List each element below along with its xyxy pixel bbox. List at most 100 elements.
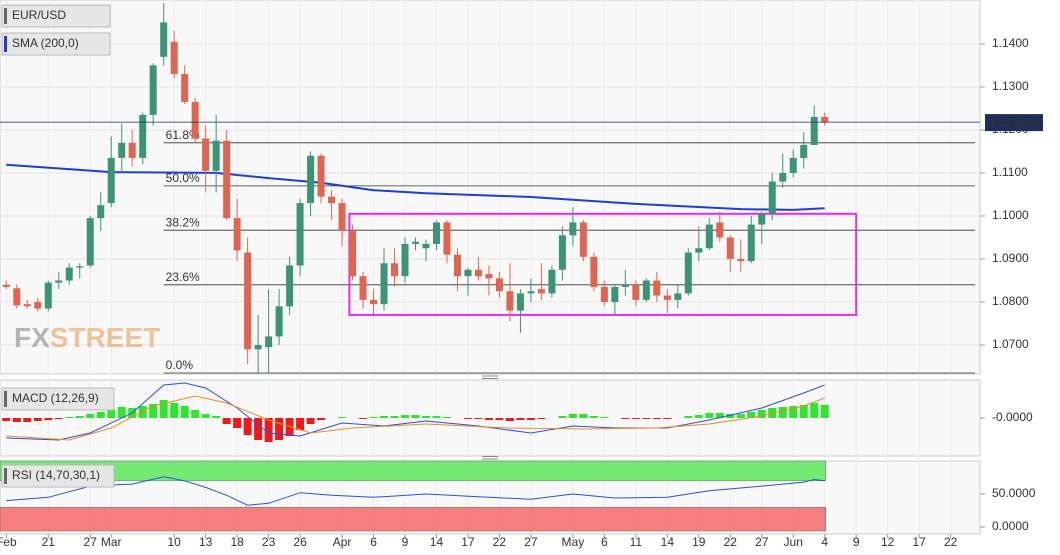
- candle-body: [370, 299, 378, 305]
- x-tick-label: 27: [524, 535, 538, 549]
- panel-label: RSI (14,70,30,1): [12, 468, 100, 482]
- macd-bar: [369, 417, 378, 418]
- x-tick-label: 12: [881, 535, 895, 549]
- panel-handle[interactable]: [482, 375, 498, 379]
- macd-bar: [484, 418, 493, 420]
- macd-bar: [411, 415, 420, 418]
- macd-bar: [820, 405, 829, 418]
- x-tick-label: Apr: [333, 535, 352, 549]
- macd-bar: [96, 412, 105, 418]
- macd-bar: [12, 418, 21, 422]
- macd-bar: [222, 418, 231, 424]
- rsi-band: [0, 460, 826, 482]
- x-tick-label: 26: [293, 535, 307, 549]
- macd-bar: [75, 416, 84, 418]
- candle-body: [296, 203, 304, 266]
- panel-handle[interactable]: [482, 456, 498, 460]
- x-tick-label: Mar: [101, 535, 122, 549]
- candle-body: [233, 218, 241, 251]
- macd-bar: [694, 415, 703, 418]
- candle-body: [401, 243, 409, 277]
- x-tick-label: 14: [430, 535, 444, 549]
- macd-bar: [705, 413, 714, 418]
- label-box: [1, 387, 115, 411]
- macd-bar: [757, 410, 766, 418]
- x-tick-label: 18: [230, 535, 244, 549]
- candle-body: [768, 181, 776, 214]
- candle-body: [726, 237, 734, 259]
- candle-body: [2, 284, 10, 287]
- x-tick-label: Feb: [0, 535, 17, 549]
- x-tick-label: 13: [199, 535, 213, 549]
- candle-body: [380, 263, 388, 305]
- candle-body: [695, 248, 703, 253]
- watermark: FXSTREET: [14, 322, 160, 353]
- y-tick-label: 1.0700: [992, 337, 1029, 351]
- candle-body: [527, 291, 535, 294]
- candle-body: [590, 256, 598, 287]
- candle-body: [275, 306, 283, 337]
- x-tick-label: 6: [370, 535, 377, 549]
- label-marker: [4, 8, 7, 24]
- candle-body: [118, 142, 126, 158]
- macd-line: [6, 395, 825, 441]
- candle-body: [495, 278, 503, 292]
- candle-body: [674, 293, 682, 300]
- fib-label: 23.6%: [166, 270, 200, 284]
- macd-bar: [306, 418, 315, 424]
- macd-bar: [170, 403, 179, 418]
- macd-bar: [2, 418, 11, 421]
- macd-bar: [65, 417, 74, 418]
- candle-body: [569, 222, 577, 236]
- macd-bar: [495, 418, 504, 420]
- macd-bar: [789, 406, 798, 418]
- x-tick-label: 9: [853, 535, 860, 549]
- candle-body: [244, 252, 252, 350]
- x-tick-label: 6: [601, 535, 608, 549]
- macd-bar: [474, 418, 483, 419]
- candle-body: [128, 142, 136, 158]
- x-tick-label: 14: [661, 535, 675, 549]
- candle-body: [139, 114, 147, 158]
- macd-line: [6, 382, 825, 441]
- y-tick-label: 0.0000: [992, 519, 1029, 533]
- candle-body: [453, 254, 461, 277]
- candle-body: [621, 284, 629, 287]
- macd-bar: [652, 418, 661, 419]
- candle-body: [516, 293, 524, 311]
- candle-body: [443, 222, 451, 255]
- macd-bar: [600, 417, 609, 418]
- candle-body: [391, 263, 399, 277]
- candle-body: [579, 222, 587, 257]
- candle-body: [181, 73, 189, 102]
- macd-bar: [275, 418, 284, 440]
- macd-bar: [778, 407, 787, 418]
- macd-bar: [212, 416, 221, 418]
- y-tick-label: 50.0000: [992, 486, 1036, 500]
- macd-bar: [296, 418, 305, 430]
- candle-body: [328, 196, 336, 204]
- candle-body: [191, 101, 199, 139]
- macd-bar: [442, 417, 451, 418]
- x-tick-label: 22: [944, 535, 958, 549]
- macd-bar: [726, 414, 735, 418]
- macd-bar: [117, 407, 126, 418]
- candle-body: [432, 222, 440, 244]
- fib-label: 0.0%: [166, 358, 194, 372]
- candle-body: [317, 155, 325, 197]
- y-tick-label: 1.0800: [992, 294, 1029, 308]
- label-box: [1, 464, 115, 488]
- y-tick-label: 1.1300: [992, 79, 1029, 93]
- candle-body: [684, 252, 692, 294]
- candle-body: [359, 276, 367, 300]
- macd-bar: [568, 414, 577, 418]
- candle-body: [705, 224, 713, 249]
- candle-body: [642, 280, 650, 300]
- macd-bar: [233, 418, 242, 428]
- candle-body: [600, 286, 608, 303]
- x-tick-label: 27: [84, 535, 98, 549]
- candle-body: [212, 140, 220, 171]
- macd-bar: [631, 418, 640, 419]
- x-tick-label: 23: [262, 535, 276, 549]
